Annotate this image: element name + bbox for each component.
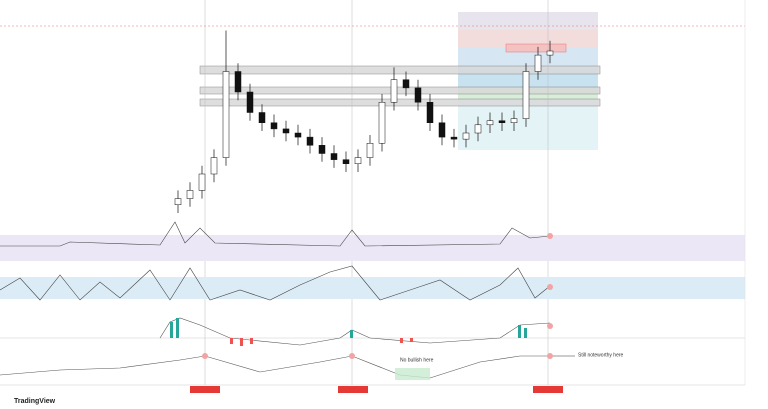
candle-body [390,79,398,103]
candle-body [258,112,266,123]
candle-body [210,157,218,175]
candle-body [378,102,386,144]
candle-body [414,87,422,103]
stoch-pane [0,265,745,301]
candle-body [174,198,182,206]
candles [174,30,554,213]
rsi-pane [0,221,745,261]
vertical-markers [204,0,549,385]
candle-body [306,136,314,146]
candle-body [342,159,350,164]
candle-body [270,122,278,130]
candle-body [546,50,554,56]
candle-body [282,128,290,134]
candle-body [522,71,530,119]
candle-body [366,143,374,158]
annotation: No bullish here [400,357,434,363]
time-badges [190,386,563,393]
candle-body [294,132,302,138]
candle-body [186,190,194,199]
candle-body [486,120,494,126]
annotation: Still noteworthy here [578,352,624,358]
candle-body [462,132,470,140]
candle-body [222,71,230,158]
candle-body [246,91,254,113]
macd-pane [0,317,745,346]
brand: TradingView [14,398,56,405]
support-zones [199,65,601,107]
osc-pane [0,353,575,380]
candle-body [354,157,362,165]
candle-body [318,145,326,154]
candle-body [534,54,542,72]
candle-body [402,79,410,89]
candle-body [426,102,434,123]
candle-body [234,71,242,93]
candle-body [330,153,338,160]
candle-body [450,136,458,140]
candle-body [474,124,482,134]
candle-body [510,118,518,124]
candle-body [438,122,446,138]
candle-body [498,120,506,123]
candle-body [198,173,206,191]
